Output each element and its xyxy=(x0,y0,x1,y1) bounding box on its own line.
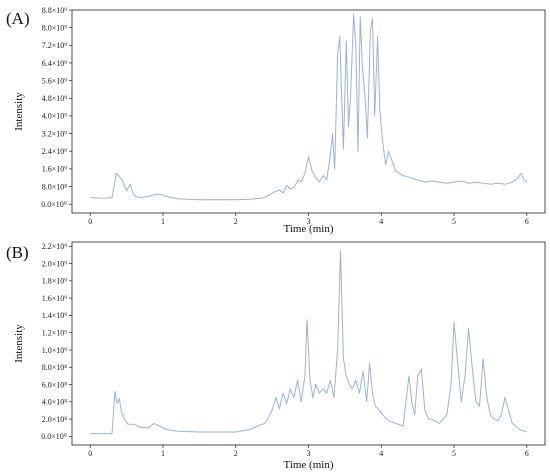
chart-a-x-tick-label: 1 xyxy=(161,217,165,226)
chart-a-x-tick-label: 4 xyxy=(379,217,383,226)
chart-a-y-tick-label: 8.0×10⁹ xyxy=(42,23,68,32)
chart-a-series-line xyxy=(90,13,528,201)
chart-b-y-tick-label: 2.0×10⁹ xyxy=(42,259,68,268)
chart-a-x-tick-label: 5 xyxy=(452,217,456,226)
chart-b-x-tick-label: 1 xyxy=(161,449,165,458)
chart-b-y-tick-label: 2.0×10⁸ xyxy=(42,415,68,424)
chart-a-x-tick-label: 6 xyxy=(525,217,529,226)
chart-b-x-axis-title: Time (min) xyxy=(283,459,333,471)
chart-a-x-tick-label: 0 xyxy=(88,217,92,226)
chart-panel-b: (B) 0 1 2 3 4 5 6 0.0×10⁰ 2.0×10⁸ 4.0×10⁸ 6.0×10⁸ 8.… xyxy=(6,241,546,471)
chart-a-y-axis-title: Intensity xyxy=(13,92,25,131)
chart-a-y-tick-label: 7.2×10⁹ xyxy=(42,41,68,50)
chart-a-panel-label: (A) xyxy=(6,9,30,28)
chart-b-y-tick-label: 6.0×10⁸ xyxy=(42,380,68,389)
chart-b-y-tick-label: 8.0×10⁸ xyxy=(42,363,68,372)
chart-a-x-tick-label: 3 xyxy=(307,217,311,226)
chart-b-y-tick-label: 4.0×10⁸ xyxy=(42,398,68,407)
chart-a-y-tick-label: 5.6×10⁹ xyxy=(42,76,68,85)
chart-a-x-tick-label: 2 xyxy=(234,217,238,226)
chart-b-y-tick-label: 1.6×10⁹ xyxy=(42,294,68,303)
chart-a-y-tick-label: 3.2×10⁹ xyxy=(42,129,68,138)
chart-b-y-tick-label: 1.0×10⁹ xyxy=(42,346,68,355)
chart-b-y-tick-label: 2.2×10⁹ xyxy=(42,242,68,251)
chart-b-x-tick-label: 0 xyxy=(88,449,92,458)
chart-a-x-axis-title: Time (min) xyxy=(283,223,333,235)
chart-a-y-tick-label: 2.4×10⁹ xyxy=(42,147,68,156)
chart-a-y-tick-label: 4.8×10⁹ xyxy=(42,94,68,103)
chart-a-y-tick-label: 0.0×10⁰ xyxy=(41,200,67,209)
chart-b-series-line xyxy=(90,250,527,435)
chart-b-x-tick-label: 4 xyxy=(379,449,383,458)
chart-a-y-tick-label: 8.8×10⁹ xyxy=(42,6,68,15)
chart-a-y-tick-label: 4.0×10⁹ xyxy=(42,112,68,121)
chart-b-y-tick-label: 1.2×10⁹ xyxy=(42,329,68,338)
chart-b-x-tick-label: 6 xyxy=(525,449,529,458)
chart-b-x-tick-label: 2 xyxy=(234,449,238,458)
chart-b-x-tick-label: 5 xyxy=(452,449,456,458)
chart-b-y-tick-label: 0.0×10⁰ xyxy=(41,432,67,441)
chart-a-y-tick-label: 1.6×10⁹ xyxy=(42,165,68,174)
chart-a-y-tick-label: 8.0×10⁸ xyxy=(42,182,68,191)
chart-b-panel-label: (B) xyxy=(6,243,29,262)
chart-a-y-tick-label: 6.4×10⁹ xyxy=(42,59,68,68)
chart-b-y-tick-label: 1.4×10⁹ xyxy=(42,311,68,320)
chart-b-y-axis-title: Intensity xyxy=(13,324,25,363)
chart-panel-a: (A) 0 1 2 3 4 5 6 0.0×10⁰ 8.0×10⁸ 1.6×10⁹ 2.4×10⁹ 3.… xyxy=(6,6,546,235)
chart-b-x-tick-label: 3 xyxy=(307,449,311,458)
chart-b-y-tick-label: 1.8×10⁹ xyxy=(42,277,68,286)
